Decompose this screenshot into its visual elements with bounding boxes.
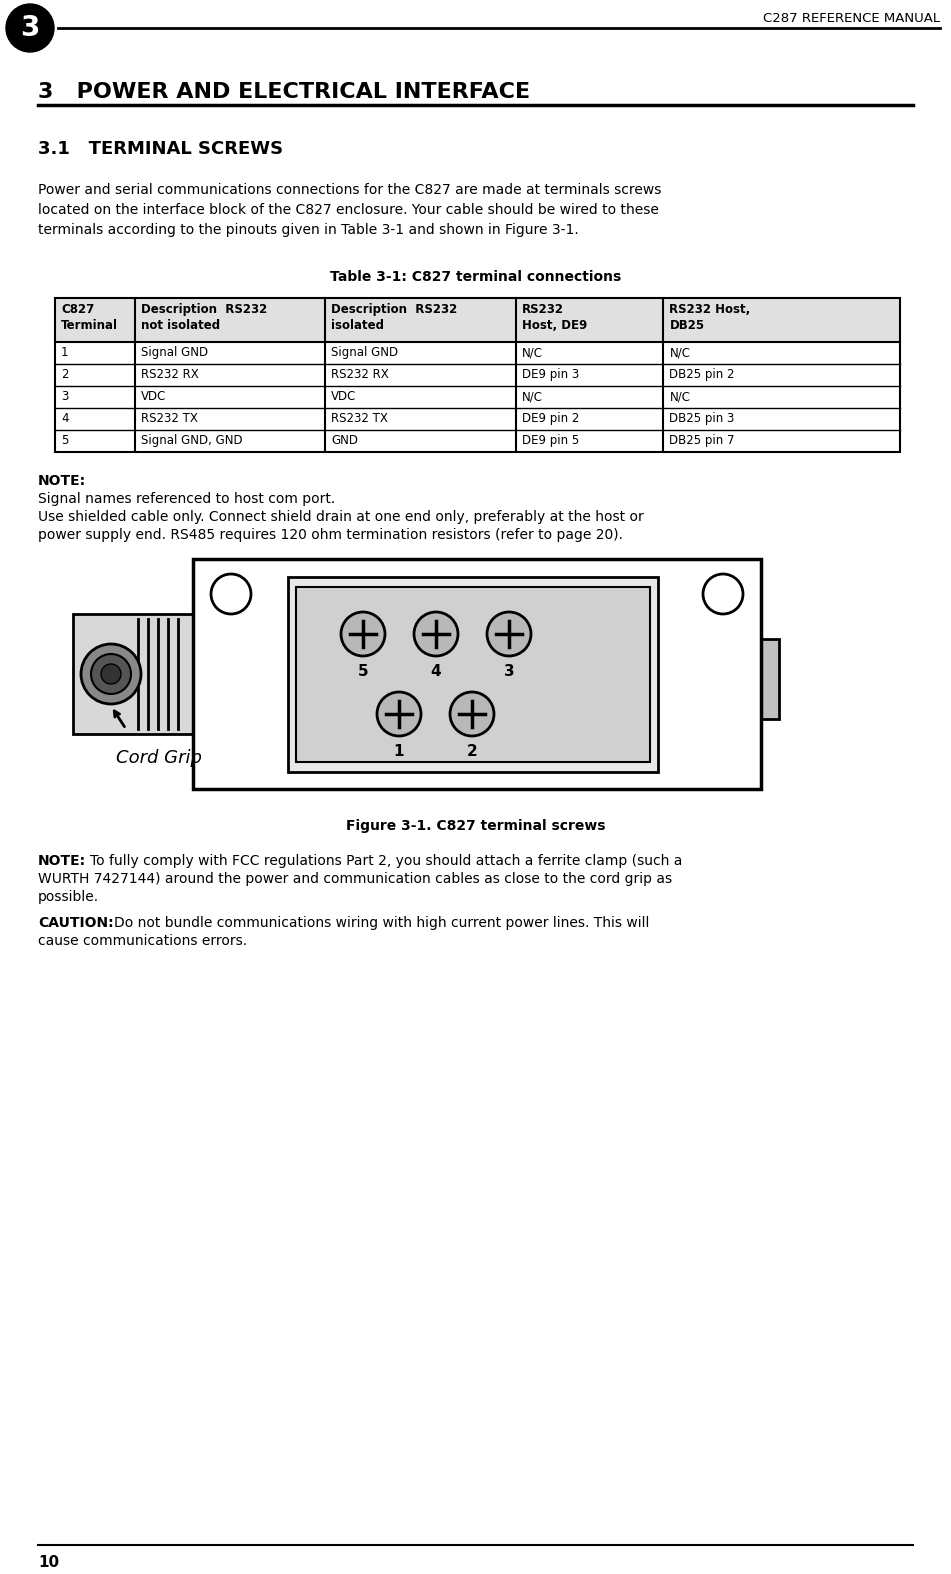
- Text: 4: 4: [431, 664, 441, 678]
- Text: RS232 TX: RS232 TX: [331, 412, 388, 425]
- Text: Power and serial communications connections for the C827 are made at terminals s: Power and serial communications connecti…: [38, 183, 661, 197]
- Text: CAUTION:: CAUTION:: [38, 916, 113, 930]
- Text: DE9 pin 5: DE9 pin 5: [521, 434, 579, 447]
- Circle shape: [81, 644, 141, 704]
- Text: 2: 2: [61, 368, 68, 381]
- Text: N/C: N/C: [521, 346, 542, 359]
- Text: Figure 3-1. C827 terminal screws: Figure 3-1. C827 terminal screws: [346, 818, 606, 833]
- Text: Cord Grip: Cord Grip: [116, 749, 202, 767]
- Text: DB25 pin 2: DB25 pin 2: [670, 368, 735, 381]
- Text: Description  RS232: Description RS232: [142, 304, 267, 316]
- Text: DE9 pin 2: DE9 pin 2: [521, 412, 579, 425]
- Bar: [288, 578, 658, 771]
- Circle shape: [450, 693, 494, 737]
- Text: Use shielded cable only. Connect shield drain at one end only, preferably at the: Use shielded cable only. Connect shield …: [38, 510, 644, 524]
- Circle shape: [377, 693, 421, 737]
- Text: RS232 Host,: RS232 Host,: [670, 304, 750, 316]
- Text: 3: 3: [20, 14, 40, 42]
- Text: Signal GND: Signal GND: [331, 346, 398, 359]
- Text: terminals according to the pinouts given in Table 3-1 and shown in Figure 3-1.: terminals according to the pinouts given…: [38, 224, 579, 238]
- Text: 4: 4: [61, 412, 68, 425]
- Text: To fully comply with FCC regulations Part 2, you should attach a ferrite clamp (: To fully comply with FCC regulations Par…: [90, 855, 683, 867]
- Text: C287 REFERENCE MANUAL: C287 REFERENCE MANUAL: [763, 13, 940, 25]
- Bar: [55, 297, 900, 452]
- Text: 2: 2: [467, 745, 477, 759]
- Text: NOTE:: NOTE:: [38, 855, 87, 867]
- Text: Description  RS232: Description RS232: [331, 304, 457, 316]
- Bar: [193, 559, 761, 789]
- Text: 3   POWER AND ELECTRICAL INTERFACE: 3 POWER AND ELECTRICAL INTERFACE: [38, 82, 530, 102]
- Text: DE9 pin 3: DE9 pin 3: [521, 368, 579, 381]
- Text: Signal GND, GND: Signal GND, GND: [142, 434, 243, 447]
- Text: NOTE:: NOTE:: [38, 474, 87, 488]
- Text: N/C: N/C: [670, 346, 690, 359]
- Text: located on the interface block of the C827 enclosure. Your cable should be wired: located on the interface block of the C8…: [38, 203, 659, 217]
- Text: DB25 pin 7: DB25 pin 7: [670, 434, 735, 447]
- Text: RS232: RS232: [521, 304, 564, 316]
- Text: Do not bundle communications wiring with high current power lines. This will: Do not bundle communications wiring with…: [114, 916, 650, 930]
- Text: isolated: isolated: [331, 320, 384, 332]
- Circle shape: [703, 575, 743, 614]
- Text: DB25 pin 3: DB25 pin 3: [670, 412, 735, 425]
- Text: C827: C827: [61, 304, 94, 316]
- Text: power supply end. RS485 requires 120 ohm termination resistors (refer to page 20: power supply end. RS485 requires 120 ohm…: [38, 527, 623, 541]
- Text: 5: 5: [358, 664, 368, 678]
- Text: RS232 TX: RS232 TX: [142, 412, 198, 425]
- Circle shape: [91, 655, 131, 694]
- Text: VDC: VDC: [142, 390, 166, 403]
- Text: 5: 5: [61, 434, 68, 447]
- Text: RS232 RX: RS232 RX: [331, 368, 389, 381]
- Text: 1: 1: [394, 745, 404, 759]
- Bar: [55, 297, 900, 452]
- Bar: [296, 587, 650, 762]
- Text: not isolated: not isolated: [142, 320, 221, 332]
- Text: N/C: N/C: [670, 390, 690, 403]
- Text: WURTH 7427144) around the power and communication cables as close to the cord gr: WURTH 7427144) around the power and comm…: [38, 872, 672, 886]
- Circle shape: [6, 5, 54, 52]
- Circle shape: [101, 664, 121, 685]
- Text: Host, DE9: Host, DE9: [521, 320, 587, 332]
- Text: Signal names referenced to host com port.: Signal names referenced to host com port…: [38, 493, 336, 505]
- Text: GND: GND: [331, 434, 359, 447]
- Bar: [749, 639, 779, 719]
- Text: 10: 10: [38, 1555, 59, 1569]
- Text: 1: 1: [61, 346, 68, 359]
- Bar: [73, 614, 203, 733]
- Text: RS232 RX: RS232 RX: [142, 368, 199, 381]
- Text: 3: 3: [504, 664, 514, 678]
- Text: Signal GND: Signal GND: [142, 346, 208, 359]
- Text: 3: 3: [61, 390, 68, 403]
- Text: cause communications errors.: cause communications errors.: [38, 933, 247, 948]
- Circle shape: [487, 612, 531, 656]
- Bar: [55, 297, 900, 342]
- Circle shape: [211, 575, 251, 614]
- Circle shape: [341, 612, 385, 656]
- Text: Table 3-1: C827 terminal connections: Table 3-1: C827 terminal connections: [330, 271, 622, 283]
- Text: DB25: DB25: [670, 320, 705, 332]
- Text: VDC: VDC: [331, 390, 357, 403]
- Text: possible.: possible.: [38, 889, 99, 903]
- Circle shape: [414, 612, 458, 656]
- Text: N/C: N/C: [521, 390, 542, 403]
- Text: 3.1   TERMINAL SCREWS: 3.1 TERMINAL SCREWS: [38, 140, 283, 157]
- Text: Terminal: Terminal: [61, 320, 118, 332]
